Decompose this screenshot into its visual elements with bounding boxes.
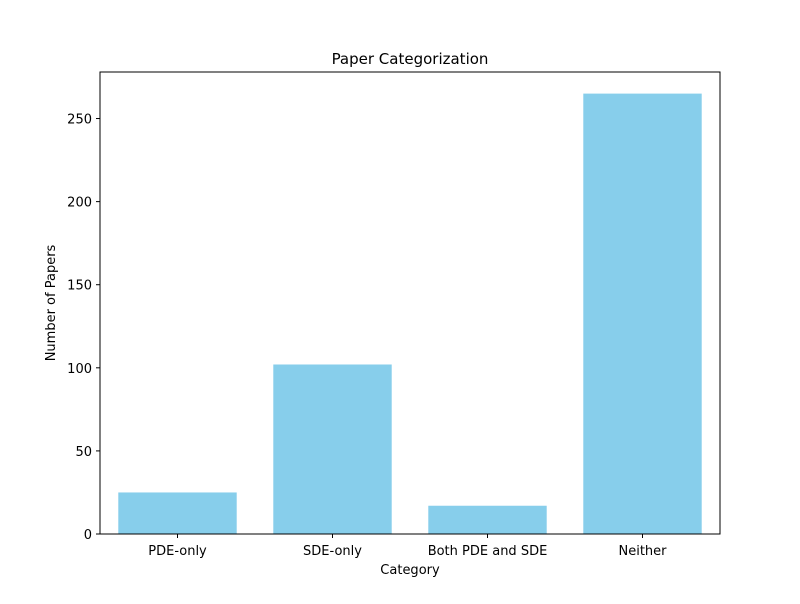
bar-pde-only (118, 492, 237, 534)
y-tick-label: 100 (67, 362, 92, 377)
y-axis-label: Number of Papers (44, 244, 59, 361)
bars-group (118, 93, 702, 535)
plot-frame (99, 71, 721, 535)
y-tick-label: 150 (67, 279, 92, 294)
y-tick-label: 0 (84, 528, 92, 543)
y-tick-label: 50 (75, 445, 92, 460)
y-axis-ticks: 0 50 100 150 200 250 (67, 113, 100, 543)
bar-both-pde-and-sde (428, 505, 547, 534)
x-axis-ticks: PDE-only SDE-only Both PDE and SDE Neither (148, 534, 667, 559)
y-tick-label: 200 (67, 196, 92, 211)
x-tick-label: SDE-only (303, 544, 362, 559)
x-tick-label: Neither (618, 544, 667, 559)
chart-title: Paper Categorization (332, 50, 489, 68)
bar-neither (583, 93, 702, 535)
x-tick-label: PDE-only (148, 544, 207, 559)
x-axis-label: Category (380, 563, 440, 578)
bar-sde-only (273, 364, 392, 534)
y-tick-label: 250 (67, 113, 92, 128)
x-tick-label: Both PDE and SDE (428, 544, 548, 559)
